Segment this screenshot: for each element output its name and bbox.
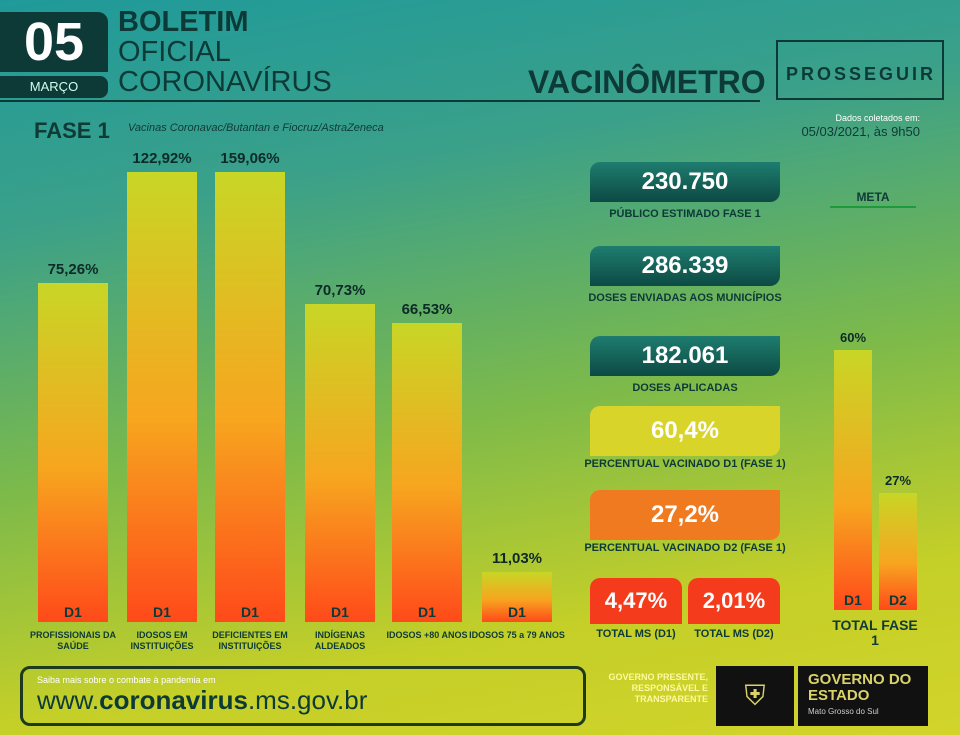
stat-label: DOSES APLICADAS [632,382,738,394]
bar-3: D1 [305,303,375,622]
bar-value-label: 75,26% [47,261,99,279]
url-post: .ms.gov.br [247,685,368,715]
bar-value-label: 159,06% [220,150,280,167]
footer-note: Saiba mais sobre o combate à pandemia em [37,675,216,685]
month-badge: MARÇO [0,76,108,98]
category-label: IDOSOS +80 ANOS [386,630,468,640]
gov-logo: GOVERNO DO ESTADO Mato Grosso do Sul [798,666,928,726]
total-fase-label: TOTAL FASE 1 [832,617,918,648]
category-label: PROFISSIONAIS DA SAÚDE [29,630,116,651]
title-line-3: CORONAVÍRUS [118,66,332,98]
vacinometro-title: VACINÔMETRO [528,64,766,100]
gov-name: GOVERNO DO ESTADO [808,671,912,704]
stat-label: PÚBLICO ESTIMADO FASE 1 [609,208,761,220]
total-ms-d1-value: 4,47% [590,578,682,624]
total-ms-d1-label: TOTAL MS (D1) [596,628,676,640]
stat-label: PERCENTUAL VACINADO D2 (FASE 1) [584,542,786,554]
bar-value-label: 70,73% [314,281,366,299]
prosseguir-logo: PROSSEGUIR [776,40,944,100]
bar-value-label: 122,92% [132,150,192,167]
total-ms-d2-label: TOTAL MS (D2) [694,628,774,640]
bar-1: D1 [127,172,197,622]
bar-dose-label: D1 [241,604,259,620]
stat-value: 27,2% [590,490,780,540]
bar-value-label: 66,53% [401,300,453,318]
bar-5: D1 [482,572,552,622]
slogan: GOVERNO PRESENTE, RESPONSÁVEL E TRANSPAR… [608,672,708,704]
total-ms-d2-value: 2,01% [688,578,780,624]
category-label: IDOSOS 75 a 79 ANOS [469,630,565,640]
bar-0: D1 [38,283,108,622]
collected-value: 05/03/2021, às 9h50 [801,124,920,139]
total-bar-value: 60% [839,330,867,346]
divider [0,100,760,102]
footer-link-box: Saiba mais sobre o combate à pandemia em… [20,666,586,726]
bar-dose-label: D1 [153,604,171,620]
vaccines-note: Vacinas Coronavac/Butantan e Fiocruz/Ast… [128,122,384,134]
stat-value: 286.339 [590,246,780,286]
total-bar-name: D1 [844,591,862,608]
meta-line [830,206,916,208]
bar-dose-label: D1 [508,603,526,620]
bar-dose-label: D1 [64,603,82,620]
bar-value-label: 11,03% [491,550,543,568]
meta-label: META [856,190,890,204]
coat-of-arms-icon: ⛨ [716,666,794,726]
total-bar-value: 27% [884,473,912,489]
phase-title: FASE 1 [34,118,110,143]
category-label: INDÍGENAS ALDEADOS [314,630,366,651]
bar-4: D1 [392,322,462,622]
title-line-1: BOLETIM [118,6,249,38]
day-badge: 05 [0,12,108,72]
title-line-2: OFICIAL [118,36,231,68]
state-name: Mato Grosso do Sul [808,707,879,716]
category-label: DEFICIENTES EM INSTITUIÇÕES [212,630,288,651]
url-pre: www. [37,685,100,715]
collected-label: Dados coletados em: [835,113,920,123]
category-label: IDOSOS EM INSTITUIÇÕES [130,630,194,651]
bar-dose-label: D1 [331,603,349,620]
bar-dose-label: D1 [418,603,436,620]
website-link[interactable]: www.coronavirus.ms.gov.br [37,685,569,716]
bar-2: D1 [215,172,285,622]
stat-label: PERCENTUAL VACINADO D1 (FASE 1) [584,458,786,470]
total-bar-name: D2 [889,591,907,608]
stat-label: DOSES ENVIADAS AOS MUNICÍPIOS [588,292,782,304]
total-bar-d2: D2 [879,493,917,610]
total-bar-d1: D1 [834,350,872,610]
stat-value: 182.061 [590,336,780,376]
stat-value: 230.750 [590,162,780,202]
url-bold: coronavirus [99,685,248,715]
stat-value: 60,4% [590,406,780,456]
